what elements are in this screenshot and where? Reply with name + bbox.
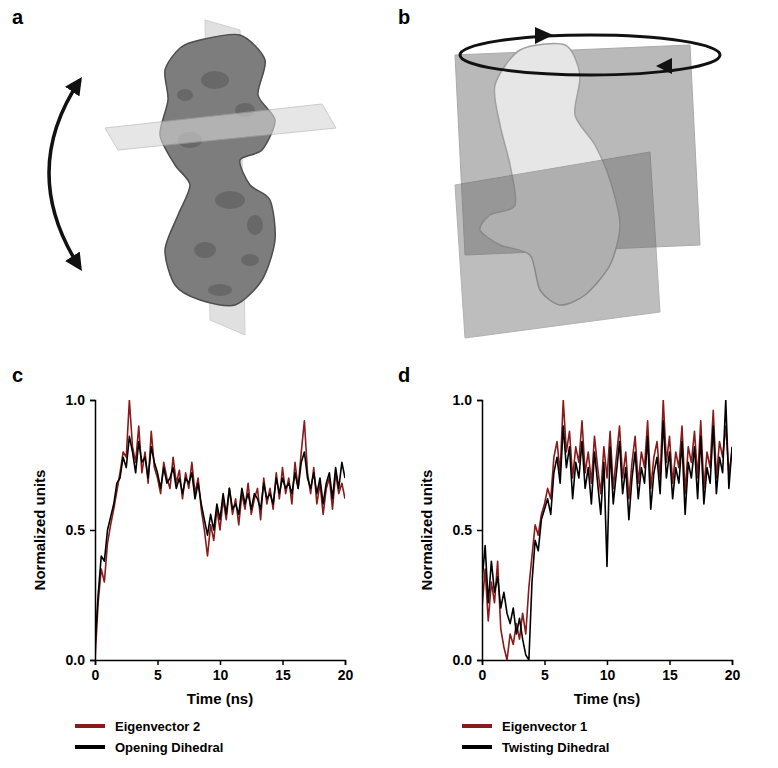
tick-label: 0.5 <box>453 522 473 538</box>
axis-line <box>96 661 346 666</box>
tick-mark <box>607 660 609 665</box>
tick: 5 <box>541 660 549 683</box>
y-axis: 0.0 0.5 1.0 <box>453 392 483 668</box>
tick: 0 <box>92 660 100 683</box>
tick: 0 <box>479 660 487 683</box>
legend-swatch <box>75 745 105 749</box>
panel-label: a <box>12 6 24 28</box>
plot-area <box>482 400 732 660</box>
tick-label: 5 <box>154 667 162 683</box>
tick-mark <box>282 660 284 665</box>
legend-swatch <box>75 724 105 728</box>
surface-texture <box>215 191 245 209</box>
tick-label: 5 <box>541 667 549 683</box>
tick-mark <box>669 660 671 665</box>
tick: 20 <box>338 660 354 683</box>
surface-texture <box>208 284 232 296</box>
tick-label: 20 <box>338 667 354 683</box>
legend: Eigenvector 1 Twisting Dihedral <box>462 719 609 755</box>
tick-mark <box>90 660 95 662</box>
panel-label: b <box>398 6 410 28</box>
tick: 15 <box>275 660 291 683</box>
tick: 0.5 <box>66 522 95 538</box>
figure: a b c d 0 5 10 15 20 0.0 0.5 1.0 Time (ns) Normalized… <box>0 0 778 768</box>
tick: 1.0 <box>453 392 482 408</box>
panel-a <box>49 20 336 335</box>
tick-label: 0.5 <box>66 522 86 538</box>
tick: 5 <box>154 660 162 683</box>
tick-mark <box>544 660 546 665</box>
plane <box>455 152 660 338</box>
legend-label: Eigenvector 1 <box>502 719 587 734</box>
line <box>482 400 732 660</box>
axis-line <box>483 661 733 666</box>
tick: 10 <box>213 660 229 683</box>
tick-mark <box>477 530 482 532</box>
chart: 0 5 10 15 20 0.0 0.5 1.0 Time (ns) Normalized uni… <box>418 392 740 755</box>
surface-texture <box>241 254 259 266</box>
tick-label: 1.0 <box>66 392 86 408</box>
surface-texture <box>201 71 229 89</box>
line <box>95 436 345 647</box>
surface-texture <box>194 242 216 258</box>
legend-swatch <box>462 724 492 728</box>
surface-texture <box>247 215 263 235</box>
rotation-arrow <box>460 35 720 75</box>
arrowhead <box>656 58 672 74</box>
tick-label: 0 <box>479 667 487 683</box>
y-axis: 0.0 0.5 1.0 <box>66 392 96 668</box>
y-axis-title: Normalized units <box>418 470 435 591</box>
tick-mark <box>477 660 482 662</box>
tick-label: 10 <box>600 667 616 683</box>
legend-label: Opening Dihedral <box>115 740 223 755</box>
tick-mark <box>477 400 482 402</box>
protein-surface <box>160 34 275 305</box>
tick-mark <box>220 660 222 665</box>
bend-arrow <box>49 80 80 268</box>
tick-mark <box>90 530 95 532</box>
line <box>95 400 345 660</box>
x-axis-title: Time (ns) <box>187 690 253 707</box>
surface-texture <box>177 89 193 101</box>
legend-swatch <box>462 745 492 749</box>
tick: 0.0 <box>66 652 95 668</box>
panel-b <box>455 27 720 338</box>
axis-line <box>90 401 96 661</box>
tick-label: 0.0 <box>453 652 473 668</box>
tick-label: 15 <box>662 667 678 683</box>
tick-label: 0.0 <box>66 652 86 668</box>
tick: 10 <box>600 660 616 683</box>
tick: 0.0 <box>453 652 482 668</box>
panel-label: d <box>398 364 410 386</box>
tick-label: 10 <box>213 667 229 683</box>
tick-label: 15 <box>275 667 291 683</box>
plane <box>105 104 336 150</box>
tick: 15 <box>662 660 678 683</box>
plot-area <box>95 400 345 660</box>
line <box>482 400 732 660</box>
tick-mark <box>90 400 95 402</box>
arrowhead <box>535 27 553 44</box>
legend: Eigenvector 2 Opening Dihedral <box>75 719 223 755</box>
tick-label: 1.0 <box>453 392 473 408</box>
chart: 0 5 10 15 20 0.0 0.5 1.0 Time (ns) Normalized uni… <box>31 392 353 755</box>
x-axis: 0 5 10 15 20 <box>479 660 741 683</box>
y-axis-title: Normalized units <box>31 470 48 591</box>
legend-label: Eigenvector 2 <box>115 719 200 734</box>
panel-label: c <box>12 364 23 386</box>
tick-label: 0 <box>92 667 100 683</box>
tick: 0.5 <box>453 522 482 538</box>
tick-label: 20 <box>725 667 741 683</box>
tick-mark <box>345 660 347 665</box>
tick: 1.0 <box>66 392 95 408</box>
x-axis-title: Time (ns) <box>574 690 640 707</box>
x-axis: 0 5 10 15 20 <box>92 660 354 683</box>
tick-mark <box>732 660 734 665</box>
tick: 20 <box>725 660 741 683</box>
tick-mark <box>157 660 159 665</box>
axis-line <box>477 401 483 661</box>
legend-label: Twisting Dihedral <box>502 740 609 755</box>
